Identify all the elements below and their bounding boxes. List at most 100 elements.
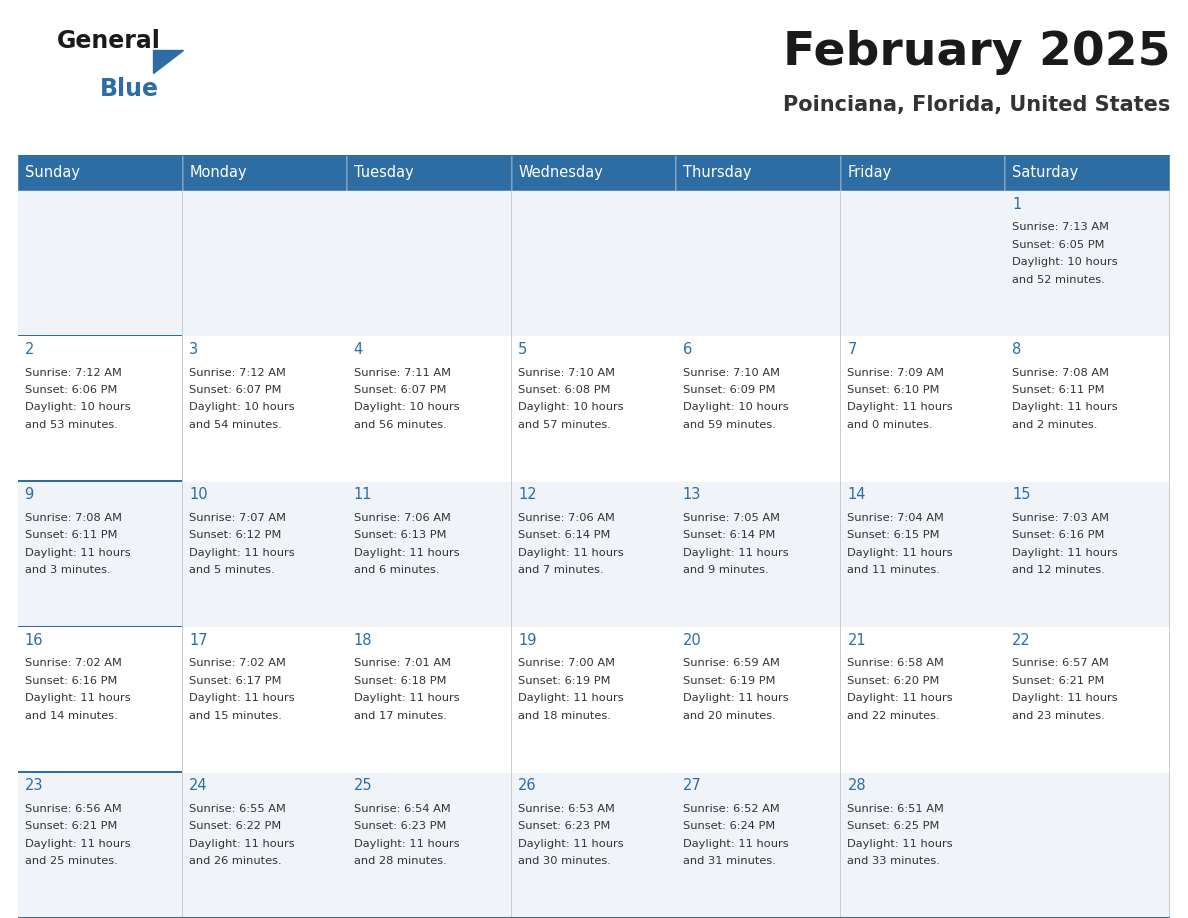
Text: Sunrise: 7:08 AM: Sunrise: 7:08 AM — [25, 513, 121, 523]
Text: and 31 minutes.: and 31 minutes. — [683, 856, 776, 867]
Text: 6: 6 — [683, 341, 693, 357]
Text: Sunset: 6:23 PM: Sunset: 6:23 PM — [354, 822, 447, 832]
Text: Daylight: 11 hours: Daylight: 11 hours — [25, 839, 131, 849]
Text: Sunrise: 6:56 AM: Sunrise: 6:56 AM — [25, 804, 121, 814]
Text: Sunset: 6:14 PM: Sunset: 6:14 PM — [518, 531, 611, 541]
Text: Daylight: 11 hours: Daylight: 11 hours — [189, 693, 295, 703]
Text: and 12 minutes.: and 12 minutes. — [1012, 565, 1105, 576]
Text: Daylight: 11 hours: Daylight: 11 hours — [683, 839, 789, 849]
Text: and 7 minutes.: and 7 minutes. — [518, 565, 604, 576]
Text: and 57 minutes.: and 57 minutes. — [518, 420, 611, 430]
Text: Sunset: 6:11 PM: Sunset: 6:11 PM — [1012, 385, 1105, 395]
Text: 22: 22 — [1012, 633, 1031, 648]
Text: Daylight: 11 hours: Daylight: 11 hours — [354, 839, 460, 849]
Text: Friday: Friday — [847, 165, 892, 181]
Text: 28: 28 — [847, 778, 866, 793]
Text: Sunset: 6:14 PM: Sunset: 6:14 PM — [683, 531, 776, 541]
Text: Daylight: 11 hours: Daylight: 11 hours — [847, 839, 953, 849]
Text: Sunset: 6:24 PM: Sunset: 6:24 PM — [683, 822, 775, 832]
Text: 21: 21 — [847, 633, 866, 648]
Text: 2: 2 — [25, 341, 34, 357]
Text: and 9 minutes.: and 9 minutes. — [683, 565, 769, 576]
Text: Daylight: 10 hours: Daylight: 10 hours — [1012, 257, 1118, 267]
Text: 17: 17 — [189, 633, 208, 648]
Text: 23: 23 — [25, 778, 43, 793]
Text: Sunset: 6:05 PM: Sunset: 6:05 PM — [1012, 240, 1105, 250]
Text: 26: 26 — [518, 778, 537, 793]
Text: Daylight: 11 hours: Daylight: 11 hours — [518, 839, 624, 849]
Text: and 54 minutes.: and 54 minutes. — [189, 420, 282, 430]
Text: Sunrise: 7:04 AM: Sunrise: 7:04 AM — [847, 513, 944, 523]
Text: and 18 minutes.: and 18 minutes. — [518, 711, 611, 721]
Text: and 26 minutes.: and 26 minutes. — [189, 856, 282, 867]
Text: Sunset: 6:16 PM: Sunset: 6:16 PM — [25, 676, 116, 686]
Text: 18: 18 — [354, 633, 372, 648]
Text: and 28 minutes.: and 28 minutes. — [354, 856, 447, 867]
Text: Sunset: 6:09 PM: Sunset: 6:09 PM — [683, 385, 776, 395]
Text: 12: 12 — [518, 487, 537, 502]
Text: 10: 10 — [189, 487, 208, 502]
Text: Sunrise: 6:59 AM: Sunrise: 6:59 AM — [683, 658, 779, 668]
Text: Daylight: 11 hours: Daylight: 11 hours — [683, 548, 789, 558]
Text: Sunset: 6:17 PM: Sunset: 6:17 PM — [189, 676, 282, 686]
Text: and 59 minutes.: and 59 minutes. — [683, 420, 776, 430]
Text: Thursday: Thursday — [683, 165, 751, 181]
Text: Sunrise: 7:12 AM: Sunrise: 7:12 AM — [189, 367, 286, 377]
Text: 19: 19 — [518, 633, 537, 648]
Text: and 22 minutes.: and 22 minutes. — [847, 711, 940, 721]
Text: Sunrise: 6:58 AM: Sunrise: 6:58 AM — [847, 658, 944, 668]
Text: Sunset: 6:12 PM: Sunset: 6:12 PM — [189, 531, 282, 541]
Text: Sunset: 6:23 PM: Sunset: 6:23 PM — [518, 822, 611, 832]
Text: Sunrise: 7:07 AM: Sunrise: 7:07 AM — [189, 513, 286, 523]
Text: Sunrise: 7:03 AM: Sunrise: 7:03 AM — [1012, 513, 1110, 523]
Text: Monday: Monday — [189, 165, 247, 181]
Polygon shape — [153, 50, 183, 73]
Text: Daylight: 11 hours: Daylight: 11 hours — [354, 548, 460, 558]
Text: and 3 minutes.: and 3 minutes. — [25, 565, 110, 576]
Text: Sunset: 6:07 PM: Sunset: 6:07 PM — [354, 385, 447, 395]
Text: Sunrise: 7:01 AM: Sunrise: 7:01 AM — [354, 658, 450, 668]
Text: and 25 minutes.: and 25 minutes. — [25, 856, 118, 867]
Text: and 14 minutes.: and 14 minutes. — [25, 711, 118, 721]
Text: Daylight: 11 hours: Daylight: 11 hours — [847, 548, 953, 558]
Text: Sunrise: 7:06 AM: Sunrise: 7:06 AM — [354, 513, 450, 523]
Text: Sunrise: 7:02 AM: Sunrise: 7:02 AM — [189, 658, 286, 668]
Text: Daylight: 11 hours: Daylight: 11 hours — [847, 402, 953, 412]
Text: Daylight: 11 hours: Daylight: 11 hours — [25, 693, 131, 703]
Text: Daylight: 10 hours: Daylight: 10 hours — [354, 402, 460, 412]
Text: Sunday: Sunday — [25, 165, 80, 181]
Text: Sunset: 6:21 PM: Sunset: 6:21 PM — [1012, 676, 1105, 686]
Text: Sunrise: 7:00 AM: Sunrise: 7:00 AM — [518, 658, 615, 668]
Text: Sunset: 6:16 PM: Sunset: 6:16 PM — [1012, 531, 1105, 541]
Text: Daylight: 11 hours: Daylight: 11 hours — [1012, 402, 1118, 412]
Text: Saturday: Saturday — [1012, 165, 1079, 181]
Text: Daylight: 11 hours: Daylight: 11 hours — [189, 839, 295, 849]
Text: Sunset: 6:15 PM: Sunset: 6:15 PM — [847, 531, 940, 541]
Text: 14: 14 — [847, 487, 866, 502]
Text: Daylight: 10 hours: Daylight: 10 hours — [518, 402, 624, 412]
Text: Sunrise: 7:02 AM: Sunrise: 7:02 AM — [25, 658, 121, 668]
Text: Daylight: 11 hours: Daylight: 11 hours — [25, 548, 131, 558]
Text: Daylight: 11 hours: Daylight: 11 hours — [354, 693, 460, 703]
Text: and 33 minutes.: and 33 minutes. — [847, 856, 941, 867]
Text: Daylight: 11 hours: Daylight: 11 hours — [518, 548, 624, 558]
Text: 20: 20 — [683, 633, 702, 648]
Text: Sunrise: 6:55 AM: Sunrise: 6:55 AM — [189, 804, 286, 814]
Text: Sunrise: 7:11 AM: Sunrise: 7:11 AM — [354, 367, 450, 377]
Text: Sunset: 6:08 PM: Sunset: 6:08 PM — [518, 385, 611, 395]
Text: Sunset: 6:07 PM: Sunset: 6:07 PM — [189, 385, 282, 395]
Text: and 0 minutes.: and 0 minutes. — [847, 420, 933, 430]
Text: Daylight: 10 hours: Daylight: 10 hours — [683, 402, 789, 412]
Text: Sunset: 6:19 PM: Sunset: 6:19 PM — [518, 676, 611, 686]
Text: Sunrise: 7:06 AM: Sunrise: 7:06 AM — [518, 513, 615, 523]
Text: General: General — [57, 29, 160, 53]
Text: Sunrise: 6:52 AM: Sunrise: 6:52 AM — [683, 804, 779, 814]
Text: and 6 minutes.: and 6 minutes. — [354, 565, 440, 576]
Text: Daylight: 11 hours: Daylight: 11 hours — [518, 693, 624, 703]
Text: Sunset: 6:19 PM: Sunset: 6:19 PM — [683, 676, 776, 686]
Text: Sunset: 6:21 PM: Sunset: 6:21 PM — [25, 822, 116, 832]
Text: Blue: Blue — [100, 77, 159, 101]
Text: 5: 5 — [518, 341, 527, 357]
Text: 25: 25 — [354, 778, 372, 793]
Text: Tuesday: Tuesday — [354, 165, 413, 181]
